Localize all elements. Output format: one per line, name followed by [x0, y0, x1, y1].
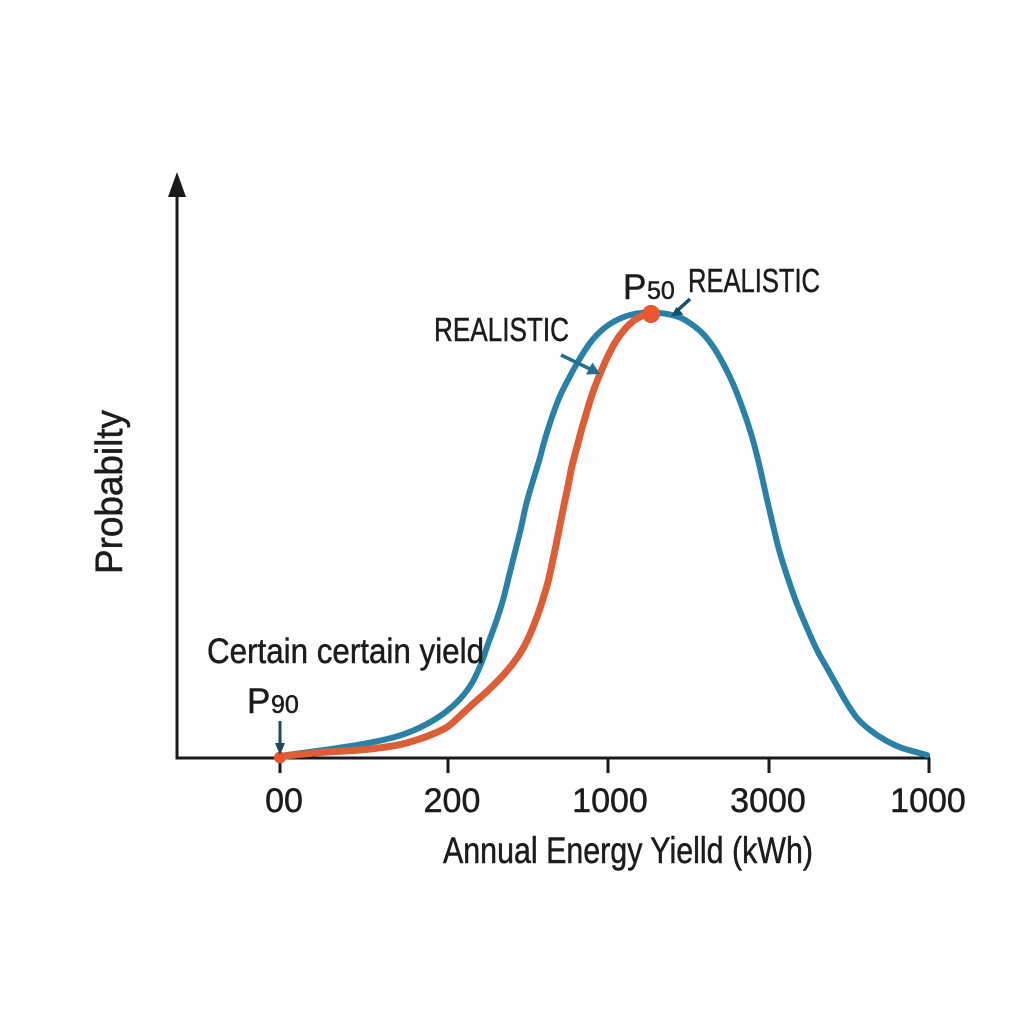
svg-text:Annual Energy Yielld (kWh): Annual Energy Yielld (kWh) [443, 830, 813, 871]
svg-text:P: P [623, 268, 646, 307]
svg-text:1000: 1000 [572, 782, 648, 820]
svg-text:200: 200 [424, 782, 481, 820]
svg-text:Certain certain yield: Certain certain yield [207, 632, 484, 671]
svg-text:90: 90 [271, 691, 299, 719]
svg-text:3000: 3000 [730, 782, 806, 820]
svg-text:REALISTIC: REALISTIC [688, 262, 820, 299]
svg-text:REALISTIC: REALISTIC [434, 311, 569, 348]
svg-text:P: P [247, 682, 270, 721]
svg-text:1000: 1000 [890, 782, 966, 820]
svg-text:Probabilty: Probabilty [89, 410, 131, 574]
svg-text:50: 50 [647, 277, 675, 305]
svg-text:00: 00 [265, 782, 303, 820]
